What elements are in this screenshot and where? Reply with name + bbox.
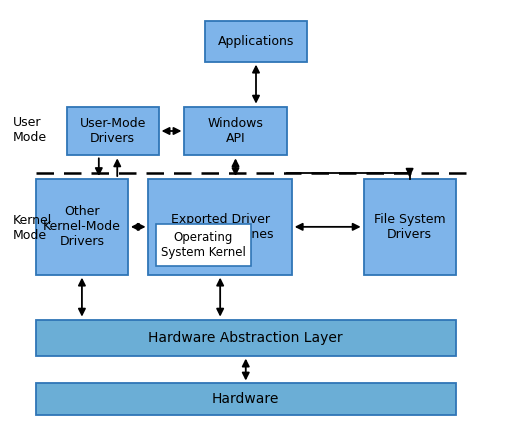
Text: User-Mode
Drivers: User-Mode Drivers: [79, 117, 146, 145]
Text: Windows
API: Windows API: [207, 117, 264, 145]
Text: Kernel
Mode: Kernel Mode: [13, 214, 52, 242]
Text: Other
Kernel-Mode
Drivers: Other Kernel-Mode Drivers: [43, 205, 121, 248]
Text: Exported Driver
Support Routines: Exported Driver Support Routines: [166, 213, 274, 241]
Bar: [364, 179, 456, 275]
Text: File System
Drivers: File System Drivers: [374, 213, 445, 241]
Bar: [148, 179, 292, 275]
Bar: [184, 106, 287, 155]
Bar: [36, 320, 456, 356]
Text: User
Mode: User Mode: [13, 116, 47, 144]
Text: Applications: Applications: [218, 35, 294, 48]
Bar: [205, 21, 307, 62]
Text: Operating
System Kernel: Operating System Kernel: [161, 231, 246, 259]
Text: Hardware: Hardware: [212, 392, 280, 406]
Bar: [36, 179, 128, 275]
Text: Hardware Abstraction Layer: Hardware Abstraction Layer: [148, 331, 343, 345]
Bar: [36, 383, 456, 415]
Bar: [156, 224, 251, 266]
Bar: [67, 106, 159, 155]
